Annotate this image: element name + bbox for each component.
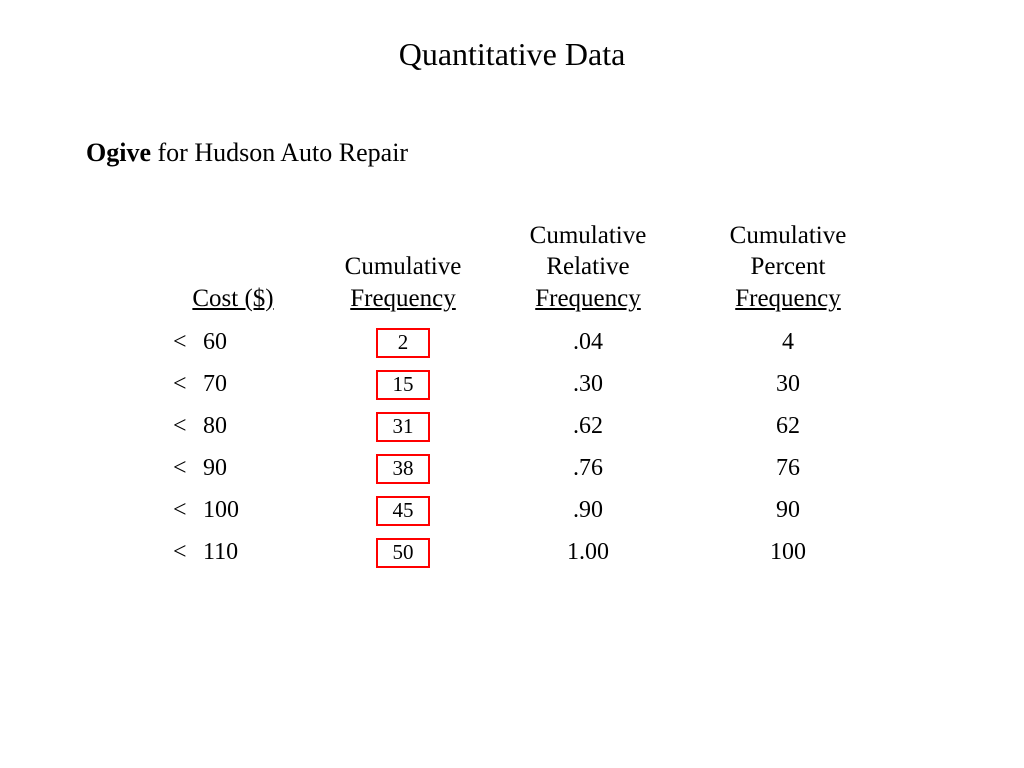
header-freq-line1: Cumulative: [345, 253, 462, 280]
subtitle-bold: Ogive: [86, 138, 151, 167]
highlighted-frequency-box: 2: [376, 328, 430, 358]
cumulative-frequency-cell: 45: [318, 496, 488, 526]
relative-frequency-cell: .04: [488, 329, 688, 356]
highlighted-frequency-box: 15: [376, 370, 430, 400]
less-than-symbol: <: [173, 413, 203, 440]
relative-frequency-cell: .30: [488, 371, 688, 398]
cumulative-frequency-cell: 31: [318, 412, 488, 442]
header-pct-line1: Cumulative: [730, 222, 847, 249]
percent-frequency-cell: 100: [688, 539, 888, 566]
table-row: <80 31 .6262: [148, 406, 938, 448]
header-cost: Cost ($): [148, 283, 318, 314]
less-than-symbol: <: [173, 371, 203, 398]
header-rel-line1: Cumulative: [530, 222, 647, 249]
table-row: <60 2 .044: [148, 322, 938, 364]
percent-frequency-cell: 62: [688, 413, 888, 440]
cumulative-frequency-cell: 50: [318, 538, 488, 568]
cost-cell: <90: [148, 455, 318, 482]
less-than-symbol: <: [173, 539, 203, 566]
cost-cell: <70: [148, 371, 318, 398]
cumulative-frequency-cell: 2: [318, 328, 488, 358]
percent-frequency-cell: 4: [688, 329, 888, 356]
table-row: <100 45 .9090: [148, 490, 938, 532]
relative-frequency-cell: 1.00: [488, 539, 688, 566]
header-rel-line2: Relative: [546, 253, 629, 280]
highlighted-frequency-box: 45: [376, 496, 430, 526]
percent-frequency-cell: 90: [688, 497, 888, 524]
percent-frequency-cell: 30: [688, 371, 888, 398]
header-cumulative-frequency: Cumulative Frequency: [318, 251, 488, 314]
cost-cell: <100: [148, 497, 318, 524]
relative-frequency-cell: .90: [488, 497, 688, 524]
header-rel-line3: Frequency: [535, 285, 641, 312]
percent-frequency-cell: 76: [688, 455, 888, 482]
highlighted-frequency-box: 50: [376, 538, 430, 568]
cumulative-frequency-cell: 15: [318, 370, 488, 400]
cost-cell: <110: [148, 539, 318, 566]
less-than-symbol: <: [173, 455, 203, 482]
table-row: <110 50 1.00100: [148, 532, 938, 574]
cost-value: 70: [203, 371, 227, 397]
table-body: <60 2 .044 <70 15 .3030 <80 31 .6262 <90 38 .7676 <1…: [148, 322, 938, 574]
cost-value: 90: [203, 455, 227, 481]
header-cumulative-percent-frequency: Cumulative Percent Frequency: [688, 220, 888, 314]
ogive-table: Cost ($) Cumulative Frequency Cumulative…: [148, 220, 938, 574]
cost-value: 80: [203, 413, 227, 439]
cumulative-frequency-cell: 38: [318, 454, 488, 484]
header-pct-line3: Frequency: [735, 285, 841, 312]
header-cumulative-relative-frequency: Cumulative Relative Frequency: [488, 220, 688, 314]
header-pct-line2: Percent: [751, 253, 826, 280]
relative-frequency-cell: .62: [488, 413, 688, 440]
table-header-row: Cost ($) Cumulative Frequency Cumulative…: [148, 220, 938, 314]
table-row: <90 38 .7676: [148, 448, 938, 490]
cost-cell: <60: [148, 329, 318, 356]
less-than-symbol: <: [173, 497, 203, 524]
highlighted-frequency-box: 31: [376, 412, 430, 442]
header-cost-label: Cost ($): [192, 285, 273, 312]
table-row: <70 15 .3030: [148, 364, 938, 406]
highlighted-frequency-box: 38: [376, 454, 430, 484]
header-freq-line2: Frequency: [350, 285, 456, 312]
cost-value: 110: [203, 539, 238, 565]
page-title: Quantitative Data: [0, 0, 1024, 73]
cost-value: 60: [203, 329, 227, 355]
less-than-symbol: <: [173, 329, 203, 356]
cost-value: 100: [203, 497, 239, 523]
cost-cell: <80: [148, 413, 318, 440]
subtitle: Ogive for Hudson Auto Repair: [86, 138, 408, 168]
relative-frequency-cell: .76: [488, 455, 688, 482]
subtitle-rest: for Hudson Auto Repair: [151, 138, 408, 167]
